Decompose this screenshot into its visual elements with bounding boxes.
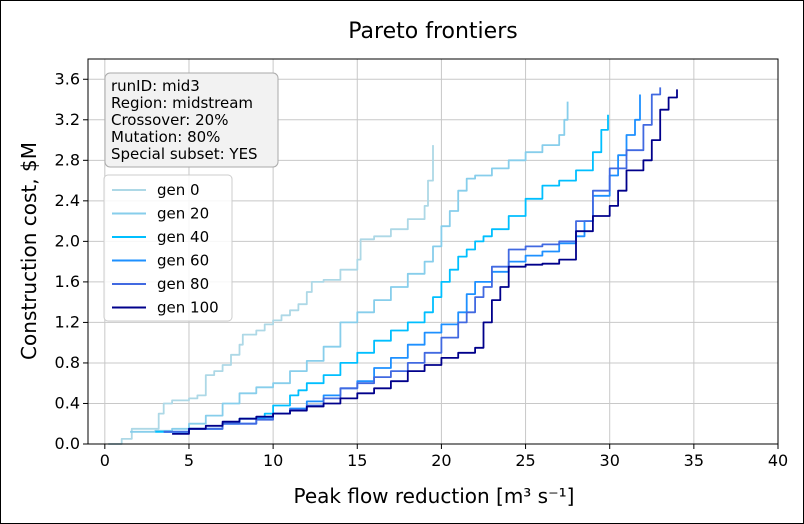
- series-lines: [108, 87, 678, 445]
- legend-label: gen 60: [157, 252, 209, 270]
- legend-label: gen 40: [157, 228, 209, 246]
- series-line-gen-0: [108, 145, 434, 445]
- legend-label: gen 20: [157, 205, 209, 223]
- info-crossover: Crossover: 20%: [111, 111, 228, 129]
- x-tick-label: 40: [768, 451, 788, 470]
- y-tick-label: 0.0: [55, 434, 80, 453]
- y-tick-label: 3.6: [55, 69, 80, 88]
- x-tick-label: 30: [600, 451, 620, 470]
- x-tick-label: 35: [684, 451, 704, 470]
- y-tick-label: 1.2: [55, 312, 80, 331]
- x-tick-label: 15: [347, 451, 367, 470]
- x-axis-ticks: 0 5 10 15 20 25 30 35 40: [100, 444, 788, 470]
- x-tick-label: 20: [431, 451, 451, 470]
- x-tick-label: 0: [100, 451, 110, 470]
- y-tick-label: 2.8: [55, 150, 80, 169]
- legend-label: gen 0: [157, 181, 200, 199]
- y-tick-label: 0.8: [55, 353, 80, 372]
- y-tick-label: 1.6: [55, 272, 80, 291]
- legend: gen 0 gen 20 gen 40 gen 60 gen 80 gen 100: [103, 174, 233, 322]
- info-box-background: [104, 72, 279, 168]
- series-line-gen-100: [172, 89, 678, 435]
- y-axis-label: Construction cost, $M: [17, 142, 41, 360]
- series-line-gen-40: [155, 114, 609, 433]
- y-tick-label: 2.0: [55, 231, 80, 250]
- y-tick-label: 3.2: [55, 110, 80, 129]
- chart-title: Pareto frontiers: [348, 19, 517, 44]
- y-axis-ticks: 0.0 0.4 0.8 1.2 1.6 2.0 2.4 2.8 3.2 3.6: [55, 69, 88, 453]
- series-line-gen-80: [163, 87, 662, 433]
- info-run-id: runID: mid3: [111, 77, 200, 95]
- legend-label: gen 100: [157, 299, 219, 317]
- y-tick-label: 2.4: [55, 191, 80, 210]
- info-box: runID: mid3 Region: midstream Crossover:…: [104, 72, 279, 168]
- y-tick-label: 0.4: [55, 393, 80, 412]
- x-tick-label: 25: [515, 451, 535, 470]
- legend-label: gen 80: [157, 275, 209, 293]
- series-line-gen-20: [130, 101, 569, 433]
- x-axis-label: Peak flow reduction [m³ s⁻¹]: [294, 484, 575, 508]
- info-mutation: Mutation: 80%: [111, 128, 220, 146]
- info-special-subset: Special subset: YES: [111, 145, 258, 163]
- plot-area-border: [87, 58, 779, 445]
- x-tick-label: 5: [184, 451, 194, 470]
- info-region: Region: midstream: [111, 94, 253, 112]
- x-tick-label: 10: [263, 451, 283, 470]
